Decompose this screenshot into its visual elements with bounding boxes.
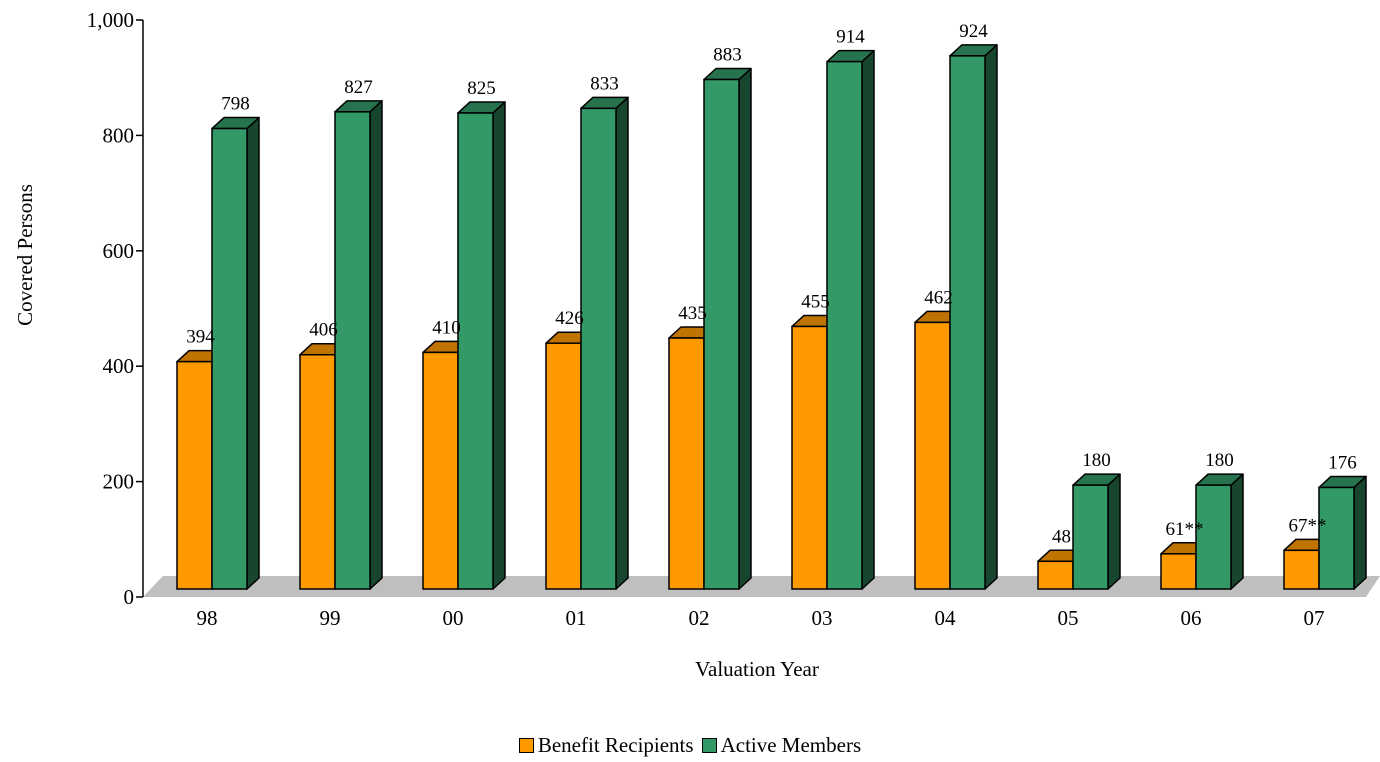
x-tick-label: 05 [1058, 606, 1079, 630]
y-tick-label: 1,000 [87, 8, 134, 32]
bar-side [246, 116, 260, 590]
bar-active-members-99 [334, 100, 383, 590]
x-tick-label: 02 [689, 606, 710, 630]
bar-front [703, 78, 740, 590]
x-tick-label: 98 [197, 606, 218, 630]
data-label: 61** [1166, 519, 1204, 540]
data-label: 180 [1082, 450, 1111, 471]
bar-front [299, 353, 336, 590]
bar-active-members-98 [211, 116, 260, 590]
y-tick-label: 800 [103, 123, 135, 147]
bar-front [1318, 486, 1355, 590]
data-label: 176 [1328, 452, 1357, 473]
bar-front [422, 351, 459, 590]
data-label: 798 [221, 94, 250, 115]
data-label: 883 [713, 45, 742, 66]
bar-front [211, 127, 248, 590]
legend-label-active-members: Active Members [720, 733, 862, 757]
data-label: 455 [801, 291, 830, 312]
bar-active-members-02 [703, 67, 752, 590]
y-tick-label: 600 [103, 239, 135, 263]
bar-side [369, 100, 383, 590]
bar-active-members-04 [949, 44, 998, 590]
bar-front [176, 360, 213, 590]
y-tick-label: 0 [124, 585, 135, 609]
legend-label-benefit-recipients: Benefit Recipients [537, 733, 694, 757]
data-label: 426 [555, 308, 584, 329]
legend: Benefit Recipients Active Members [0, 733, 1380, 758]
bar-front [1283, 549, 1320, 590]
data-label: 180 [1205, 450, 1234, 471]
bar-front [949, 55, 986, 590]
legend-swatch-benefit-recipients [518, 738, 534, 753]
y-axis-title: Covered Persons [13, 184, 37, 326]
bar-active-members-07 [1318, 475, 1367, 590]
bar-front [457, 112, 494, 590]
bar-front [580, 107, 617, 590]
x-tick-label: 04 [935, 606, 957, 630]
data-label: 394 [186, 327, 215, 348]
legend-item-active-members: Active Members [701, 733, 862, 758]
bar-front [914, 321, 951, 590]
data-labels: 394 798 406 827 410 825 426 833 435 883 455 914 462 9… [186, 21, 1357, 547]
bar-front [791, 325, 828, 590]
y-tick-label: 200 [103, 470, 135, 494]
bar-active-members-01 [580, 96, 629, 590]
data-label: 410 [432, 317, 461, 338]
data-label: 827 [344, 77, 373, 98]
bar-front [1072, 484, 1109, 590]
bar-front [668, 337, 705, 590]
x-axis-title: Valuation Year [695, 657, 819, 681]
bar-side [1107, 473, 1121, 590]
bar-side [738, 67, 752, 590]
bar-front [1195, 484, 1232, 590]
bar-side [492, 101, 506, 590]
bar-front [545, 342, 582, 590]
bars [176, 44, 1367, 590]
x-axis: 98 99 00 01 02 03 04 05 06 07 [197, 606, 1325, 630]
x-tick-label: 99 [320, 606, 341, 630]
bar-active-members-00 [457, 101, 506, 590]
bar-side [984, 44, 998, 590]
data-label: 435 [678, 303, 707, 324]
bar-active-members-03 [826, 49, 875, 590]
bar-front [1037, 560, 1074, 590]
bar-active-members-05 [1072, 473, 1121, 590]
bar-side [1353, 475, 1367, 590]
x-tick-label: 01 [566, 606, 587, 630]
bar-front [334, 111, 371, 590]
bar-front [1160, 553, 1197, 590]
bar-front [826, 60, 863, 590]
data-label: 462 [924, 287, 953, 308]
x-tick-label: 03 [812, 606, 833, 630]
y-tick-label: 400 [103, 354, 135, 378]
data-label: 406 [309, 320, 338, 341]
legend-swatch-active-members [701, 738, 717, 753]
bar-active-members-06 [1195, 473, 1244, 590]
data-label: 924 [959, 21, 988, 42]
data-label: 833 [590, 73, 619, 94]
data-label: 914 [836, 27, 865, 48]
x-tick-label: 06 [1181, 606, 1202, 630]
x-tick-label: 00 [443, 606, 464, 630]
bar-side [615, 96, 629, 590]
y-axis: 0 200 400 600 800 1,000 [87, 8, 144, 609]
data-label: 48 [1052, 526, 1071, 547]
bar-side [1230, 473, 1244, 590]
data-label: 67** [1289, 515, 1327, 536]
x-tick-label: 07 [1304, 606, 1325, 630]
bar-side [861, 49, 875, 590]
legend-item-benefit-recipients: Benefit Recipients [518, 733, 694, 758]
data-label: 825 [467, 78, 496, 99]
